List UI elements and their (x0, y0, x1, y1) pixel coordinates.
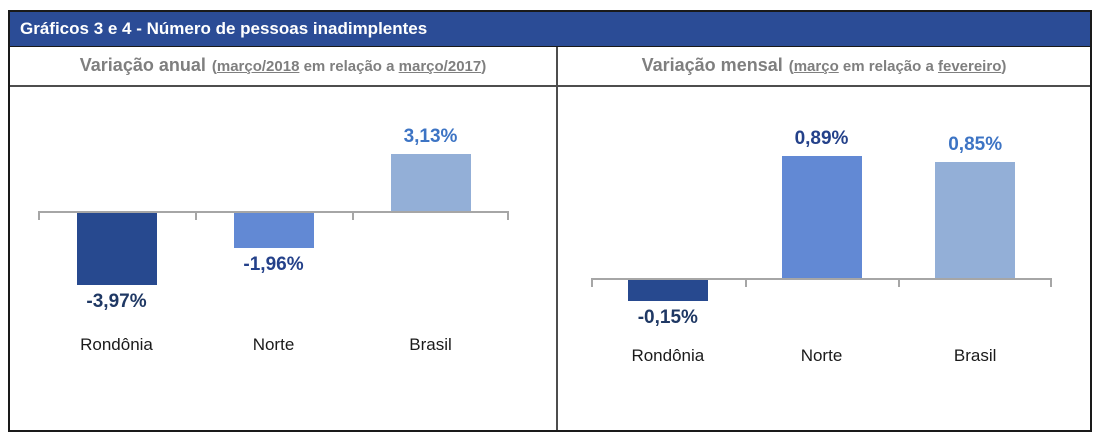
period-reference: março/2017 (398, 58, 482, 75)
paren-close: ) (481, 58, 487, 75)
bar (627, 280, 708, 301)
charts-body: -3,97% Rondônia -1,96% Norte 3,13% Brasil -0,… (10, 87, 1090, 430)
figure-frame: Gráficos 3 e 4 - Número de pessoas inadi… (8, 10, 1092, 432)
category-label: Brasil (953, 346, 997, 365)
figure-title: Gráficos 3 e 4 - Número de pessoas inadi… (20, 19, 428, 38)
category-label: Brasil (409, 335, 452, 354)
axis-tick (744, 278, 747, 287)
period-current: março/2018 (216, 58, 300, 75)
chart-headers-row: Variação anual (março/2018 em relação a … (10, 47, 1090, 87)
value-label: 3,13% (403, 126, 458, 148)
paren-open: ( (211, 58, 217, 75)
bar (233, 213, 314, 249)
monthly-chart-title: Variação mensal (641, 55, 783, 75)
axis-tick (352, 211, 354, 220)
figure-title-bar: Gráficos 3 e 4 - Número de pessoas inadi… (10, 12, 1090, 47)
annual-chart-header: Variação anual (março/2018 em relação a … (10, 47, 558, 85)
x-axis (591, 278, 1052, 280)
subtitle-connector: em relação a (299, 58, 399, 75)
annual-chart-subtitle: (março/2018 em relação a março/2017) (212, 58, 486, 75)
axis-tick (1050, 278, 1052, 287)
bar (390, 154, 471, 211)
category-label: Rondônia (631, 346, 705, 365)
axis-tick (507, 211, 509, 220)
subtitle-connector: em relação a (838, 58, 938, 75)
bar (781, 156, 862, 278)
annual-chart-title: Variação anual (79, 55, 206, 75)
annual-variation-chart: -3,97% Rondônia -1,96% Norte 3,13% Brasil (10, 87, 558, 430)
category-label: Norte (800, 346, 843, 365)
monthly-variation-plot: -0,15% Rondônia 0,89% Norte 0,85% Brasil (558, 87, 1090, 430)
monthly-variation-chart: -0,15% Rondônia 0,89% Norte 0,85% Brasil (558, 87, 1090, 430)
axis-tick (591, 278, 593, 287)
annual-variation-plot: -3,97% Rondônia -1,96% Norte 3,13% Brasil (10, 87, 556, 430)
value-label: 0,85% (948, 133, 1003, 155)
x-axis (38, 211, 509, 213)
value-label: -0,15% (637, 306, 698, 328)
monthly-chart-header: Variação mensal (março em relação a feve… (558, 47, 1090, 85)
period-current: março (793, 58, 839, 75)
paren-open: ( (788, 58, 794, 75)
bar (935, 161, 1016, 278)
bar (76, 213, 157, 285)
value-label: 0,89% (794, 128, 849, 150)
category-label: Rondônia (80, 335, 153, 354)
axis-tick (898, 278, 901, 287)
paren-close: ) (1001, 58, 1007, 75)
period-reference: fevereiro (937, 58, 1002, 75)
value-label: -3,97% (86, 290, 147, 312)
monthly-chart-subtitle: (março em relação a fevereiro) (789, 58, 1007, 75)
value-label: -1,96% (243, 254, 304, 276)
axis-tick (38, 211, 40, 220)
category-label: Norte (252, 335, 295, 354)
axis-tick (195, 211, 197, 220)
